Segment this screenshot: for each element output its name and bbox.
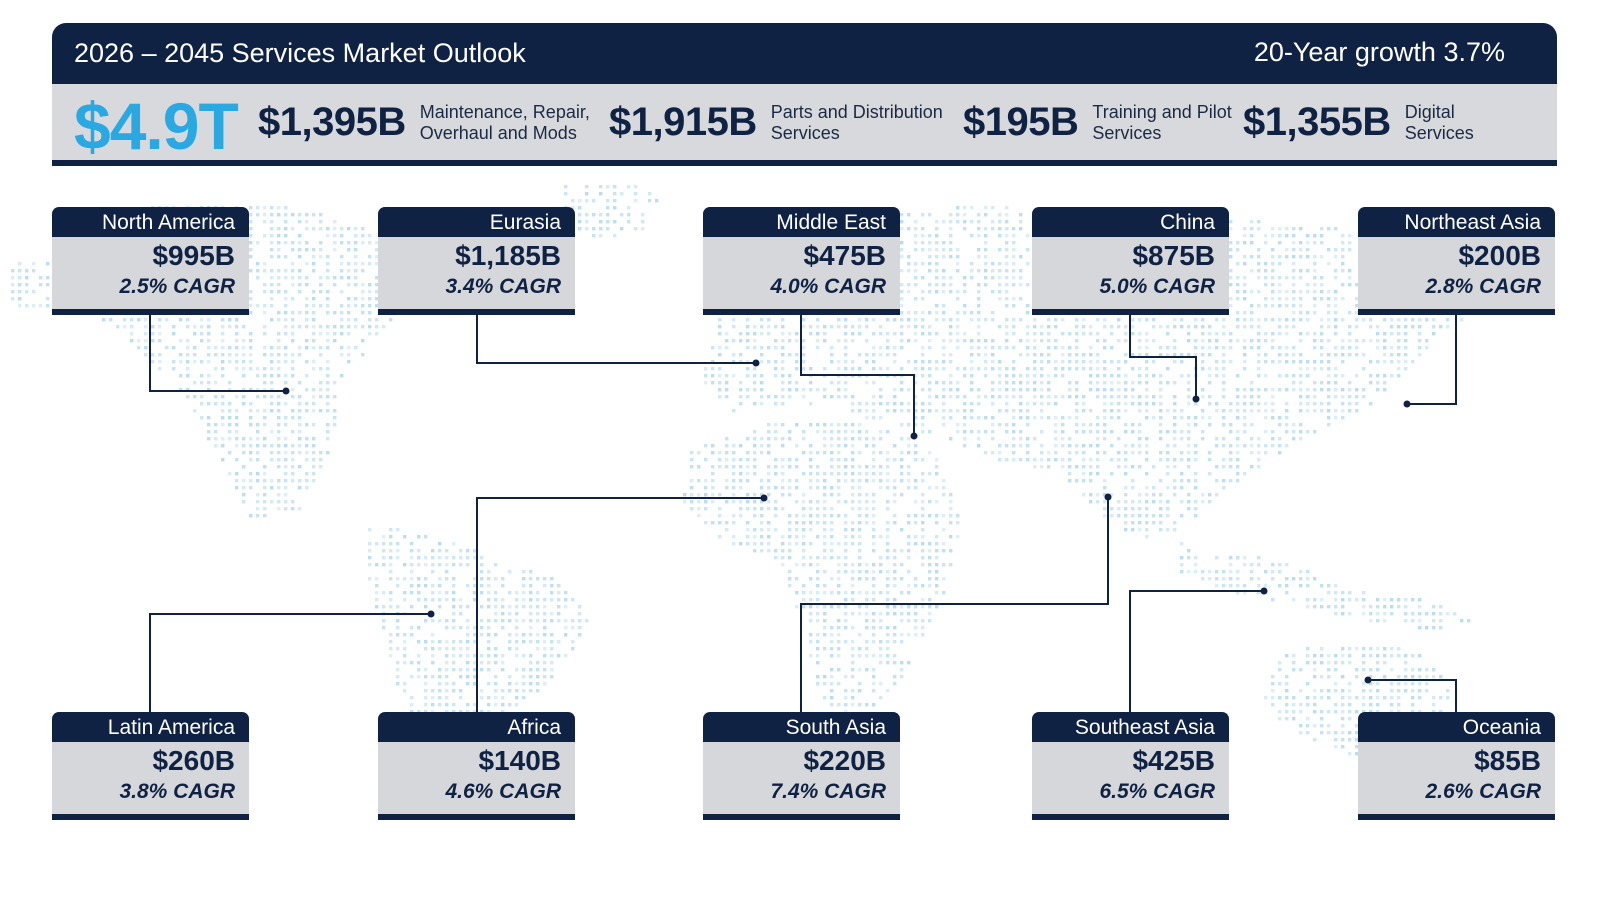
segment-amount: $1,395B (258, 100, 406, 144)
region-value: $260B (152, 745, 235, 776)
region-marker-0 (282, 387, 290, 395)
region-card-eurasia: Eurasia $1,185B 3.4% CAGR (378, 207, 575, 315)
region-marker-4 (1403, 400, 1411, 408)
segment-parts: $1,915B Parts and Distribution Services (609, 100, 943, 145)
region-card-north-america: North America $995B 2.5% CAGR (52, 207, 249, 315)
region-value: $1,185B (455, 240, 561, 271)
region-name: Middle East (703, 207, 900, 237)
segment-mro: $1,395B Maintenance, Repair, Overhaul an… (258, 100, 590, 145)
connector-line-2 (800, 314, 915, 436)
region-cagr: 7.4% CAGR (770, 780, 886, 803)
region-name: North America (52, 207, 249, 237)
connector-line-5 (149, 613, 431, 712)
segment-amount: $1,355B (1243, 100, 1391, 144)
region-marker-2 (910, 432, 918, 440)
region-name: Africa (378, 712, 575, 742)
region-marker-1 (752, 359, 760, 367)
segment-digital: $1,355B Digital Services (1243, 100, 1474, 145)
region-value: $875B (1132, 240, 1215, 271)
region-value: $425B (1132, 745, 1215, 776)
region-markers (282, 359, 1411, 684)
segment-label: Maintenance, Repair, Overhaul and Mods (419, 101, 590, 143)
region-name: Latin America (52, 712, 249, 742)
region-marker-6 (760, 494, 768, 502)
region-cagr: 3.4% CAGR (445, 275, 561, 298)
region-cagr: 5.0% CAGR (1099, 275, 1215, 298)
connector-line-1 (476, 314, 756, 364)
connector-line-8 (1129, 590, 1264, 712)
segment-amount: $1,915B (609, 100, 757, 144)
region-marker-8 (1260, 587, 1268, 595)
connector-line-0 (149, 314, 286, 392)
region-name: Southeast Asia (1032, 712, 1229, 742)
region-cagr: 4.6% CAGR (445, 780, 561, 803)
region-value: $85B (1474, 745, 1541, 776)
region-value: $995B (152, 240, 235, 271)
connector-line-3 (1129, 314, 1197, 399)
region-cagr: 2.8% CAGR (1425, 275, 1541, 298)
page-title: 2026 – 2045 Services Market Outlook (74, 38, 526, 68)
region-cagr: 6.5% CAGR (1099, 780, 1215, 803)
segment-training: $195B Training and Pilot Services (963, 100, 1232, 145)
segment-label: Training and Pilot Services (1092, 101, 1232, 143)
region-marker-9 (1364, 676, 1372, 684)
region-marker-3 (1192, 395, 1200, 403)
region-value: $200B (1458, 240, 1541, 271)
region-card-africa: Africa $140B 4.6% CAGR (378, 712, 575, 820)
region-name: Northeast Asia (1358, 207, 1555, 237)
region-name: Oceania (1358, 712, 1555, 742)
region-name: China (1032, 207, 1229, 237)
region-marker-5 (427, 610, 435, 618)
region-connectors (149, 314, 1457, 712)
region-card-southeast-asia: Southeast Asia $425B 6.5% CAGR (1032, 712, 1229, 820)
region-card-china: China $875B 5.0% CAGR (1032, 207, 1229, 315)
region-value: $140B (478, 745, 561, 776)
connector-line-9 (1368, 679, 1457, 712)
region-value: $220B (803, 745, 886, 776)
region-marker-7 (1104, 493, 1112, 501)
region-name: South Asia (703, 712, 900, 742)
region-card-oceania: Oceania $85B 2.6% CAGR (1358, 712, 1555, 820)
region-card-northeast-asia: Northeast Asia $200B 2.8% CAGR (1358, 207, 1555, 315)
segment-label: Parts and Distribution Services (770, 101, 943, 143)
region-value: $475B (803, 240, 886, 271)
region-name: Eurasia (378, 207, 575, 237)
summary-band: $4.9T $1,395B Maintenance, Repair, Overh… (52, 84, 1557, 166)
connector-line-7 (800, 497, 1109, 712)
region-card-south-asia: South Asia $220B 7.4% CAGR (703, 712, 900, 820)
region-cagr: 3.8% CAGR (119, 780, 235, 803)
connector-line-4 (1407, 314, 1457, 405)
region-cagr: 2.5% CAGR (119, 275, 235, 298)
connector-line-6 (476, 497, 764, 712)
header-bar: 2026 – 2045 Services Market Outlook 20-Y… (52, 23, 1557, 84)
region-card-middle-east: Middle East $475B 4.0% CAGR (703, 207, 900, 315)
market-total: $4.9T (74, 89, 239, 163)
segment-label: Digital Services (1404, 101, 1474, 143)
segment-amount: $195B (963, 100, 1079, 144)
region-cagr: 4.0% CAGR (770, 275, 886, 298)
growth-summary: 20-Year growth 3.7% (1253, 37, 1505, 67)
region-cagr: 2.6% CAGR (1425, 780, 1541, 803)
region-card-latin-america: Latin America $260B 3.8% CAGR (52, 712, 249, 820)
